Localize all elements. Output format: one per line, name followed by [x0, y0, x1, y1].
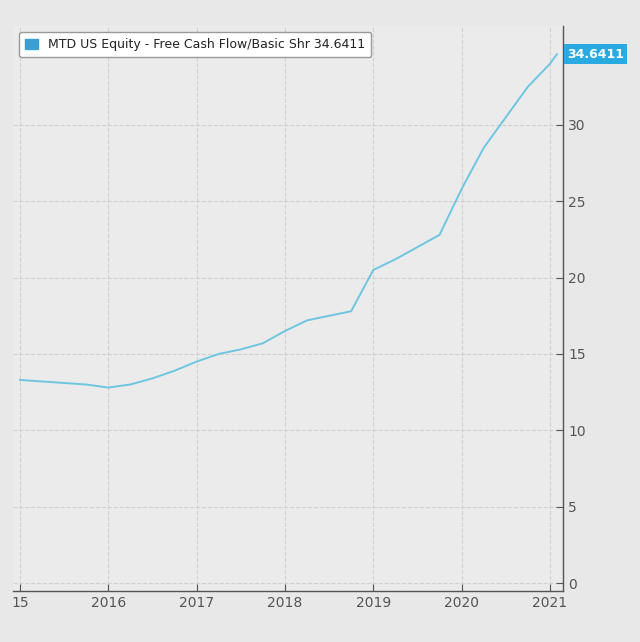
- Legend: MTD US Equity - Free Cash Flow/Basic Shr 34.6411: MTD US Equity - Free Cash Flow/Basic Shr…: [19, 32, 371, 57]
- Text: 34.6411: 34.6411: [568, 48, 625, 60]
